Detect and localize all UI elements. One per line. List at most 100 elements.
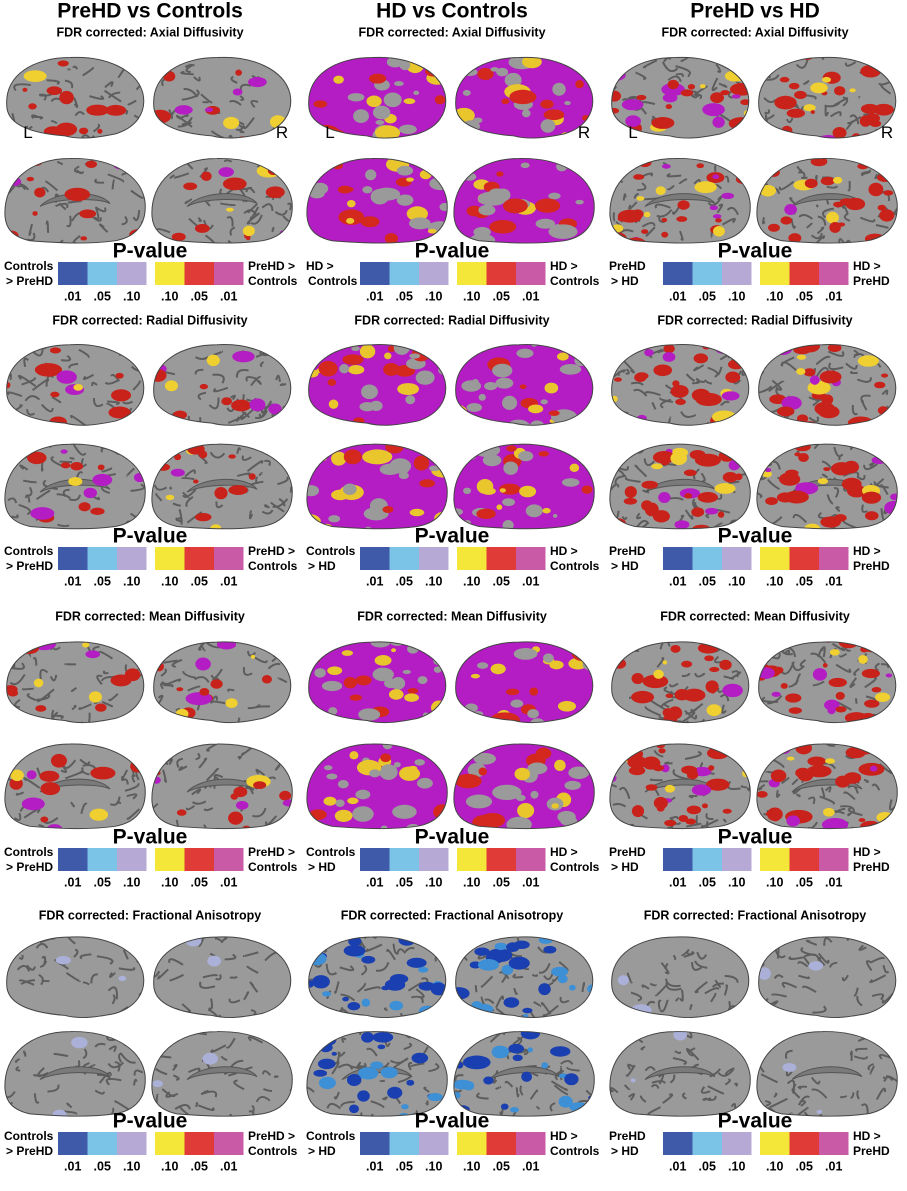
sulcus [466, 417, 480, 424]
effect-blob [830, 462, 853, 476]
sulcus [654, 203, 671, 209]
sulcus [308, 711, 320, 721]
sulcus [643, 458, 655, 467]
brain-outline [611, 936, 750, 1019]
effect-blob [398, 1112, 410, 1117]
brain-outline [455, 641, 594, 724]
sulcus [432, 643, 441, 652]
effect-blob [248, 77, 267, 88]
sulcus [375, 962, 390, 972]
sulcus [14, 1058, 21, 1063]
sulcus [415, 988, 425, 999]
effect-blob [569, 984, 576, 991]
panel-subtitle: FDR corrected: Fractional Anisotropy [39, 908, 262, 922]
sulcus [191, 788, 202, 796]
effect-blob [873, 103, 894, 116]
sulcus [186, 140, 193, 150]
sulcus [724, 1067, 735, 1077]
medial-brain [306, 157, 448, 244]
effect-blob [387, 345, 396, 352]
sulcus [51, 709, 55, 720]
sulcus [39, 743, 47, 744]
sulcus [325, 715, 330, 723]
effect-blob [736, 120, 745, 127]
scale-tick-label: .05 [493, 574, 510, 588]
sulcus [797, 1106, 809, 1116]
sulcus [512, 973, 524, 979]
sulcus [255, 1095, 271, 1103]
effect-blob [105, 104, 127, 116]
scale-tick-label: .01 [825, 289, 842, 303]
sulcus [215, 501, 224, 509]
effect-blob [757, 158, 773, 166]
effect-blob [506, 942, 520, 953]
effect-blob [685, 818, 697, 825]
sulcus [319, 344, 336, 350]
sulcus [669, 682, 679, 688]
effect-blob [876, 173, 895, 183]
sulcus [207, 936, 219, 938]
sulcus [242, 411, 251, 419]
sulcus [101, 467, 113, 473]
effect-blob [435, 454, 447, 465]
sulcus [70, 801, 76, 808]
sulcus [180, 70, 194, 76]
sulcus [720, 400, 730, 407]
sulcus [250, 214, 263, 225]
effect-blob [675, 398, 686, 406]
effect-blob [709, 666, 720, 673]
effect-blob [206, 354, 220, 367]
effect-blob [268, 403, 282, 415]
sulcus [519, 1085, 524, 1096]
effect-blob [380, 753, 391, 763]
sulcus [484, 998, 495, 1005]
effect-blob [385, 444, 404, 454]
effect-blob [337, 780, 349, 789]
sulcus [114, 1061, 121, 1072]
sulcus [853, 352, 865, 359]
effect-blob [512, 1054, 523, 1062]
effect-blob [372, 667, 394, 682]
effect-blob [634, 372, 647, 382]
scale-tick-label: .05 [191, 574, 208, 588]
sulcus [457, 413, 461, 418]
effect-blob [471, 379, 479, 386]
sulcus [665, 982, 682, 991]
sulcus [15, 791, 25, 796]
color-swatch [214, 1132, 244, 1155]
effect-blob [521, 1071, 532, 1082]
sulcus [740, 141, 743, 144]
sulcus [386, 948, 396, 961]
medial-brain [756, 443, 898, 530]
scale-tick-label: .10 [766, 289, 783, 303]
effect-blob [152, 1080, 164, 1088]
color-swatch [419, 848, 449, 871]
sulcus [640, 423, 647, 426]
effect-blob [871, 456, 887, 464]
effect-blob [574, 354, 588, 367]
effect-blob [388, 689, 404, 700]
sulcus [758, 997, 769, 1010]
effect-blob [176, 809, 187, 816]
cortex [308, 641, 446, 723]
effect-blob [580, 709, 593, 719]
sulcus [662, 703, 670, 709]
sulcus [823, 937, 833, 946]
sulcus [752, 136, 759, 140]
sulcus [816, 226, 825, 235]
sulcus [745, 944, 749, 956]
sulcus [464, 447, 469, 458]
brain-outline [153, 641, 292, 724]
medial-brain [453, 157, 595, 244]
effect-blob [874, 692, 891, 702]
sulcus [261, 203, 274, 212]
sulcus [797, 1095, 810, 1106]
cortex [752, 57, 896, 140]
sulcus [125, 109, 129, 115]
sulcus [416, 158, 432, 166]
sulcus [107, 91, 121, 99]
sulcus [808, 416, 819, 423]
sulcus [213, 776, 220, 789]
cortex-base [609, 743, 751, 829]
effect-blob [308, 980, 314, 988]
